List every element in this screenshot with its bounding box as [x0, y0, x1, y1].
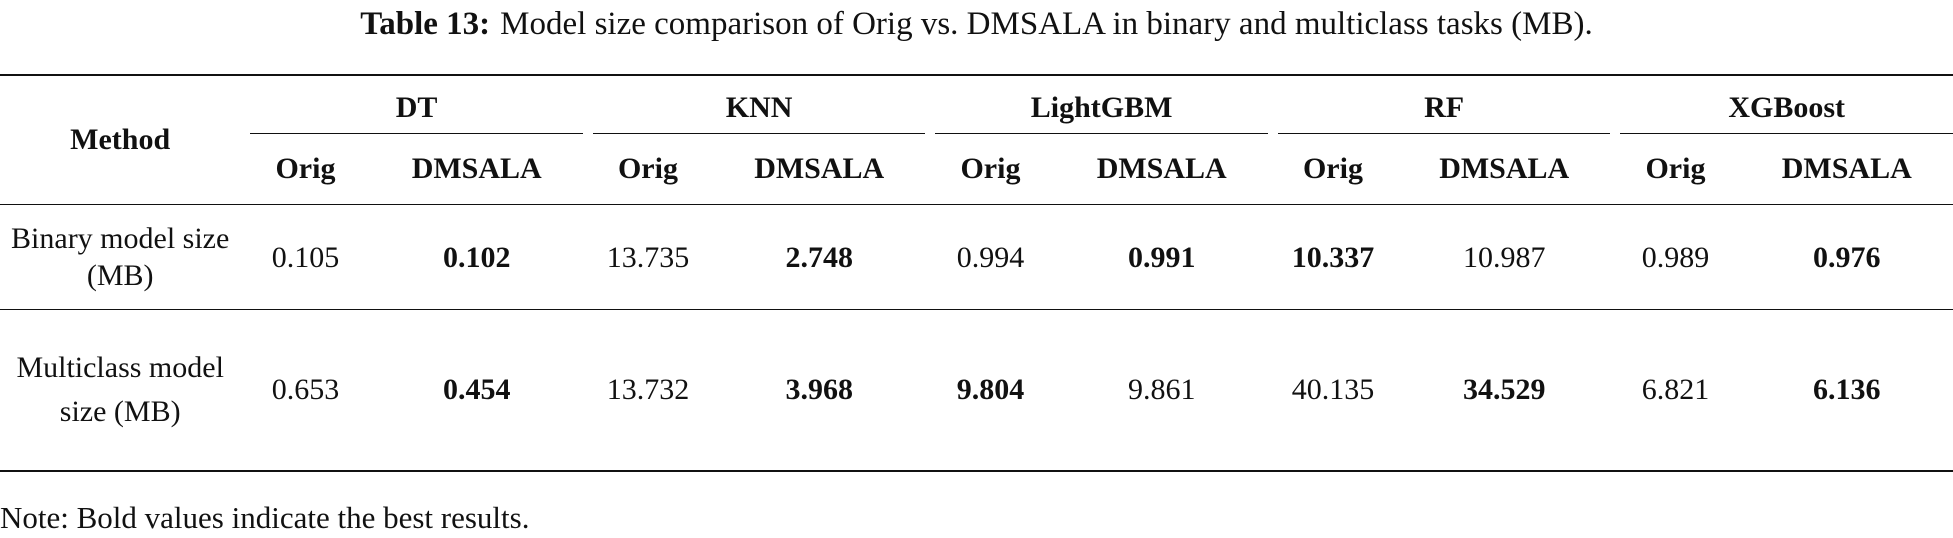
column-header: Method	[70, 123, 171, 156]
subheader: Orig	[1645, 152, 1706, 185]
cell: 0.994	[925, 204, 1056, 310]
subheader: Orig	[1302, 152, 1363, 185]
cell: 0.976	[1740, 204, 1953, 310]
cell: 40.135	[1291, 373, 1375, 406]
group-header: LightGBM	[935, 91, 1268, 134]
header-row: Method DT KNN LightGBM RF XGBoost	[0, 75, 1953, 156]
cell: 0.653	[271, 373, 340, 406]
data-row: Binary model size (MB) 0.105 0.102 13.735 2.…	[0, 204, 1953, 310]
cell: 34.529	[1462, 373, 1546, 406]
group-header: DT	[250, 91, 583, 134]
caption-label: Table 13:	[360, 6, 491, 42]
row-label: Binary model size (MB)	[0, 204, 241, 310]
group-header-cell: RF	[1268, 75, 1611, 134]
subheader: DMSALA	[1096, 152, 1227, 185]
data-row: Multiclass model size (MB) 0.653 0.454 13.7…	[0, 310, 1953, 472]
cell: 6.136	[1813, 373, 1881, 406]
row-label: Multiclass model size (MB)	[16, 351, 224, 428]
cell: 0.105	[240, 204, 371, 310]
group-header-cell: LightGBM	[925, 75, 1268, 134]
subheader: Orig	[617, 152, 678, 185]
subheader: DMSALA	[411, 152, 542, 185]
group-header: KNN	[592, 91, 926, 134]
cell: 2.748	[713, 204, 926, 310]
group-header: XGBoost	[1620, 91, 1953, 134]
cell: 0.989	[1610, 204, 1741, 310]
group-header-cell: KNN	[583, 75, 926, 134]
group-header: RF	[1277, 91, 1611, 134]
group-header-cell: XGBoost	[1610, 75, 1953, 134]
cell: 3.968	[785, 373, 853, 406]
cell: 10.987	[1398, 204, 1611, 310]
cell: 10.337	[1267, 204, 1399, 310]
subheader: DMSALA	[1439, 152, 1570, 185]
subheader-row: Orig DMSALA Orig DMSALA Orig DMSALA Orig DMSALA…	[0, 134, 1953, 205]
cell: 9.861	[1127, 373, 1196, 406]
subheader: Orig	[275, 152, 336, 185]
cell: 13.735	[582, 204, 714, 310]
note: Note: Bold values indicate the best resu…	[0, 500, 530, 535]
cell: 0.454	[442, 373, 511, 406]
cell: 6.821	[1641, 373, 1710, 406]
cell: 13.732	[606, 373, 690, 406]
subheader: DMSALA	[754, 152, 885, 185]
table: Method DT KNN LightGBM RF XGBoost Orig DMSALA Or…	[0, 74, 1953, 472]
caption-text: Model size comparison of Orig vs. DMSALA…	[500, 6, 1593, 42]
cell: 0.102	[370, 204, 583, 310]
cell: 9.804	[956, 373, 1025, 406]
subheader: Orig	[960, 152, 1021, 185]
subheader: DMSALA	[1781, 152, 1912, 185]
group-header-cell: DT	[240, 75, 583, 134]
cell: 0.991	[1055, 204, 1268, 310]
caption: Table 13: Model size comparison of Orig v…	[0, 2, 1953, 46]
